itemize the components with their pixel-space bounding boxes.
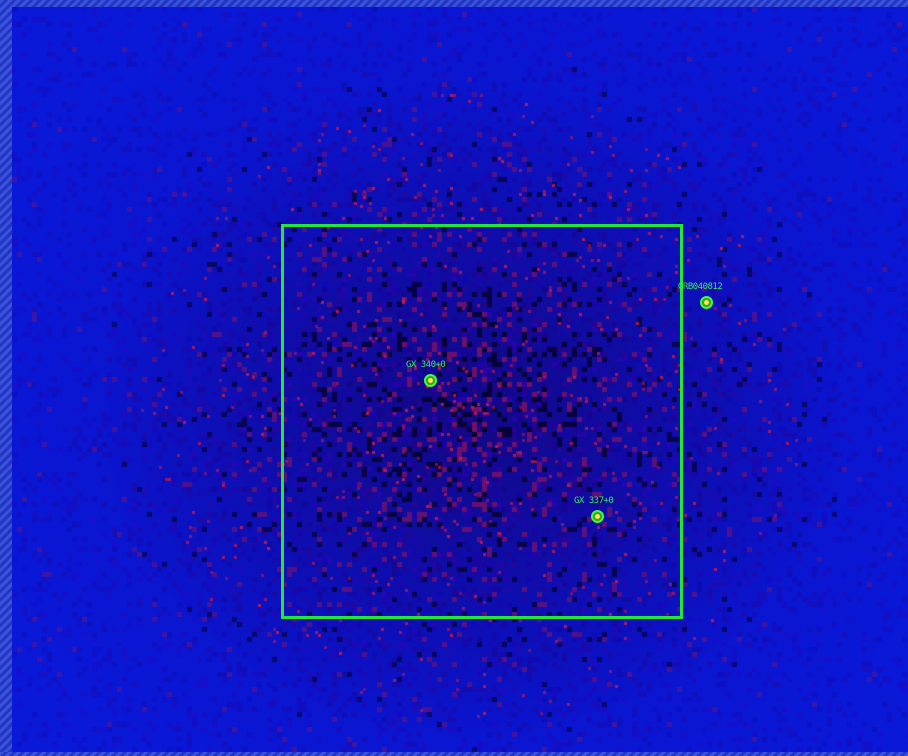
frame-border-left (0, 0, 12, 756)
sky-map: GX 340+0 GRB040812 GX 337+0 (12, 7, 908, 752)
source-marker-gx337 (591, 510, 604, 523)
source-label-gx337: GX 337+0 (574, 496, 614, 506)
frame-border-top (0, 0, 908, 7)
field-of-view-box (281, 224, 683, 619)
source-marker-gx340 (424, 374, 437, 387)
source-label-gx340: GX 340+0 (406, 360, 446, 370)
frame-border-bottom (0, 752, 908, 756)
sky-noise-canvas (12, 7, 908, 752)
source-label-grb: GRB040812 (678, 282, 723, 292)
source-marker-grb (700, 296, 713, 309)
